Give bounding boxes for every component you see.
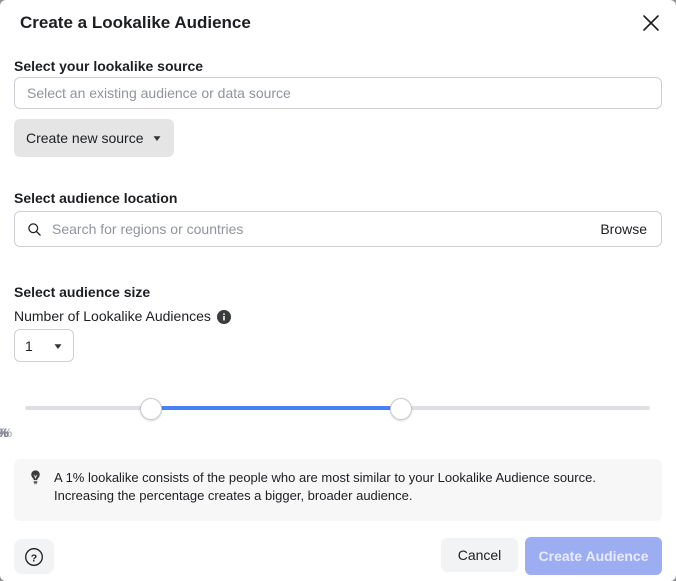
svg-text:?: ? [31,552,37,564]
